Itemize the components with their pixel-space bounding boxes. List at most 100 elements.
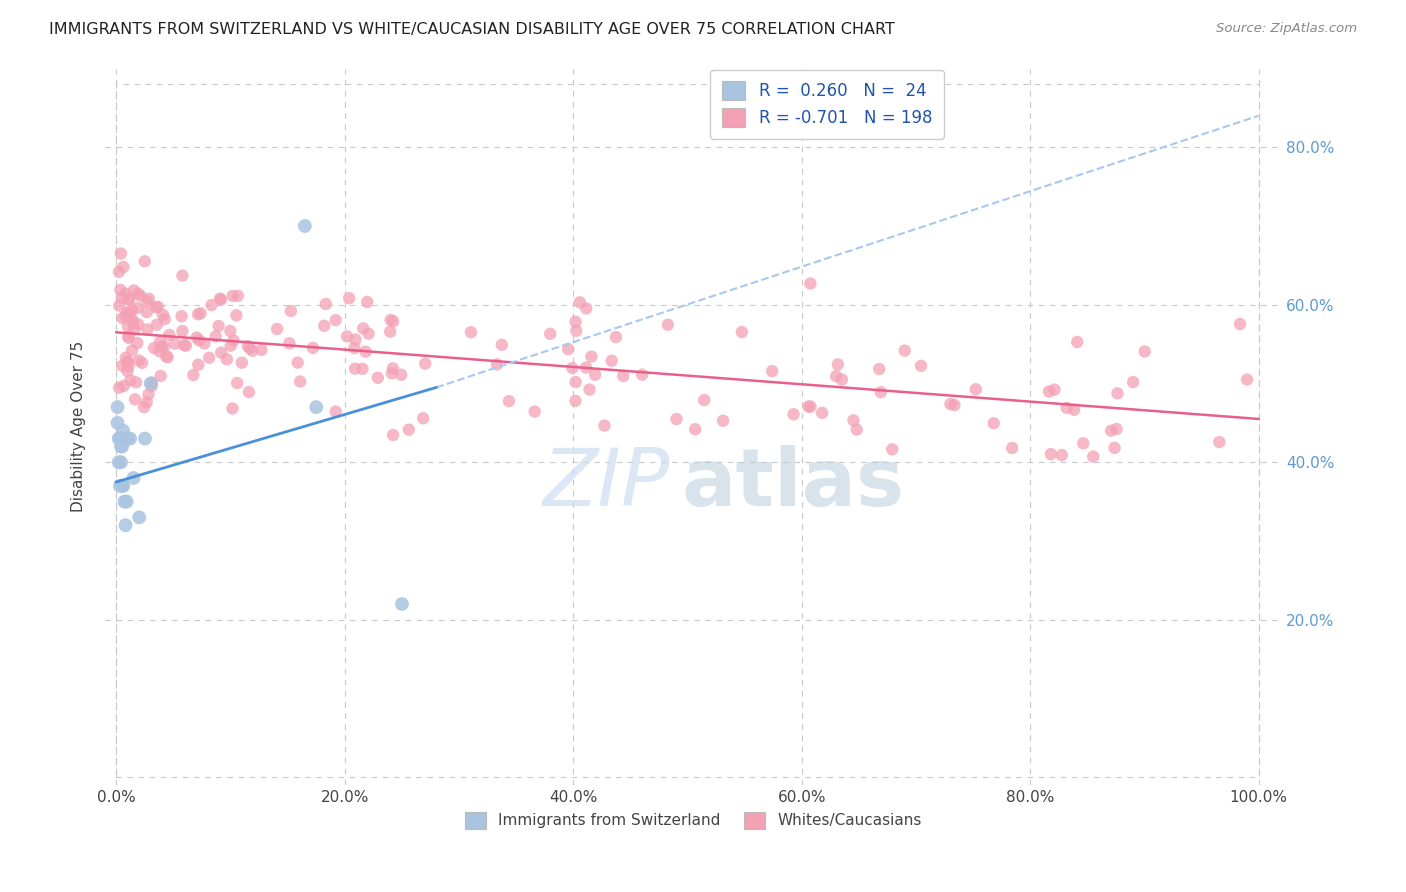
Point [135, 305, 157, 319]
Point [294, 219, 316, 233]
Point [413, 357, 436, 371]
Point [225, 308, 247, 322]
Point [226, 376, 249, 390]
Point [121, 302, 143, 317]
Point [1229, 317, 1251, 331]
Point [114, 309, 136, 323]
Point [108, 299, 131, 313]
Point [1099, 424, 1122, 438]
Point [215, 352, 238, 367]
Point [231, 356, 253, 370]
Point [153, 312, 176, 326]
Point [117, 359, 139, 374]
Point [143, 341, 166, 355]
Point [120, 373, 142, 387]
Point [1133, 344, 1156, 359]
Point [831, 372, 853, 386]
Point [209, 345, 232, 359]
Point [568, 295, 591, 310]
Point [226, 289, 249, 303]
Point [811, 406, 834, 420]
Point [107, 400, 129, 414]
Point [578, 383, 600, 397]
Point [564, 315, 586, 329]
Point [188, 334, 211, 348]
Point [1104, 441, 1126, 455]
Point [172, 268, 194, 283]
Point [782, 407, 804, 421]
Point [121, 343, 143, 358]
Point [381, 361, 404, 376]
Point [356, 295, 378, 310]
Point [382, 428, 405, 442]
Point [1063, 402, 1085, 417]
Point [683, 422, 706, 436]
Point [110, 283, 132, 297]
Point [538, 326, 561, 341]
Point [498, 394, 520, 409]
Point [132, 400, 155, 414]
Text: atlas: atlas [682, 445, 904, 523]
Point [343, 341, 366, 355]
Point [287, 356, 309, 370]
Point [112, 260, 135, 274]
Point [111, 311, 134, 326]
Point [354, 344, 377, 359]
Point [357, 326, 380, 341]
Point [149, 334, 172, 349]
Point [352, 321, 374, 335]
Point [1039, 447, 1062, 461]
Point [1043, 383, 1066, 397]
Point [107, 432, 129, 446]
Point [1001, 441, 1024, 455]
Point [581, 350, 603, 364]
Point [111, 440, 134, 454]
Point [136, 322, 159, 336]
Point [146, 318, 169, 332]
Point [149, 368, 172, 383]
Point [110, 455, 132, 469]
Point [343, 361, 366, 376]
Point [110, 246, 132, 260]
Point [565, 324, 588, 338]
Point [575, 301, 598, 316]
Point [593, 418, 616, 433]
Point [117, 432, 139, 446]
Point [605, 330, 627, 344]
Legend: Immigrants from Switzerland, Whites/Caucasians: Immigrants from Switzerland, Whites/Cauc… [458, 805, 928, 835]
Point [352, 361, 374, 376]
Point [1066, 334, 1088, 349]
Point [145, 301, 167, 315]
Point [163, 336, 186, 351]
Point [1208, 435, 1230, 450]
Point [112, 494, 135, 508]
Point [115, 305, 138, 319]
Point [155, 350, 177, 364]
Point [1056, 401, 1078, 415]
Point [561, 361, 583, 376]
Point [138, 292, 160, 306]
Point [882, 442, 904, 457]
Point [842, 413, 865, 427]
Point [152, 308, 174, 322]
Point [174, 338, 197, 352]
Point [112, 424, 135, 438]
Point [325, 404, 347, 418]
Point [111, 291, 134, 305]
Point [170, 310, 193, 324]
Point [121, 313, 143, 327]
Point [173, 338, 195, 352]
Point [138, 387, 160, 401]
Point [378, 325, 401, 339]
Point [337, 291, 360, 305]
Point [209, 292, 232, 306]
Point [198, 351, 221, 365]
Point [108, 265, 131, 279]
Point [111, 359, 134, 373]
Point [412, 411, 434, 425]
Point [250, 343, 273, 357]
Point [564, 393, 586, 408]
Y-axis label: Disability Age Over 75: Disability Age Over 75 [72, 341, 86, 512]
Point [187, 307, 209, 321]
Point [564, 375, 586, 389]
